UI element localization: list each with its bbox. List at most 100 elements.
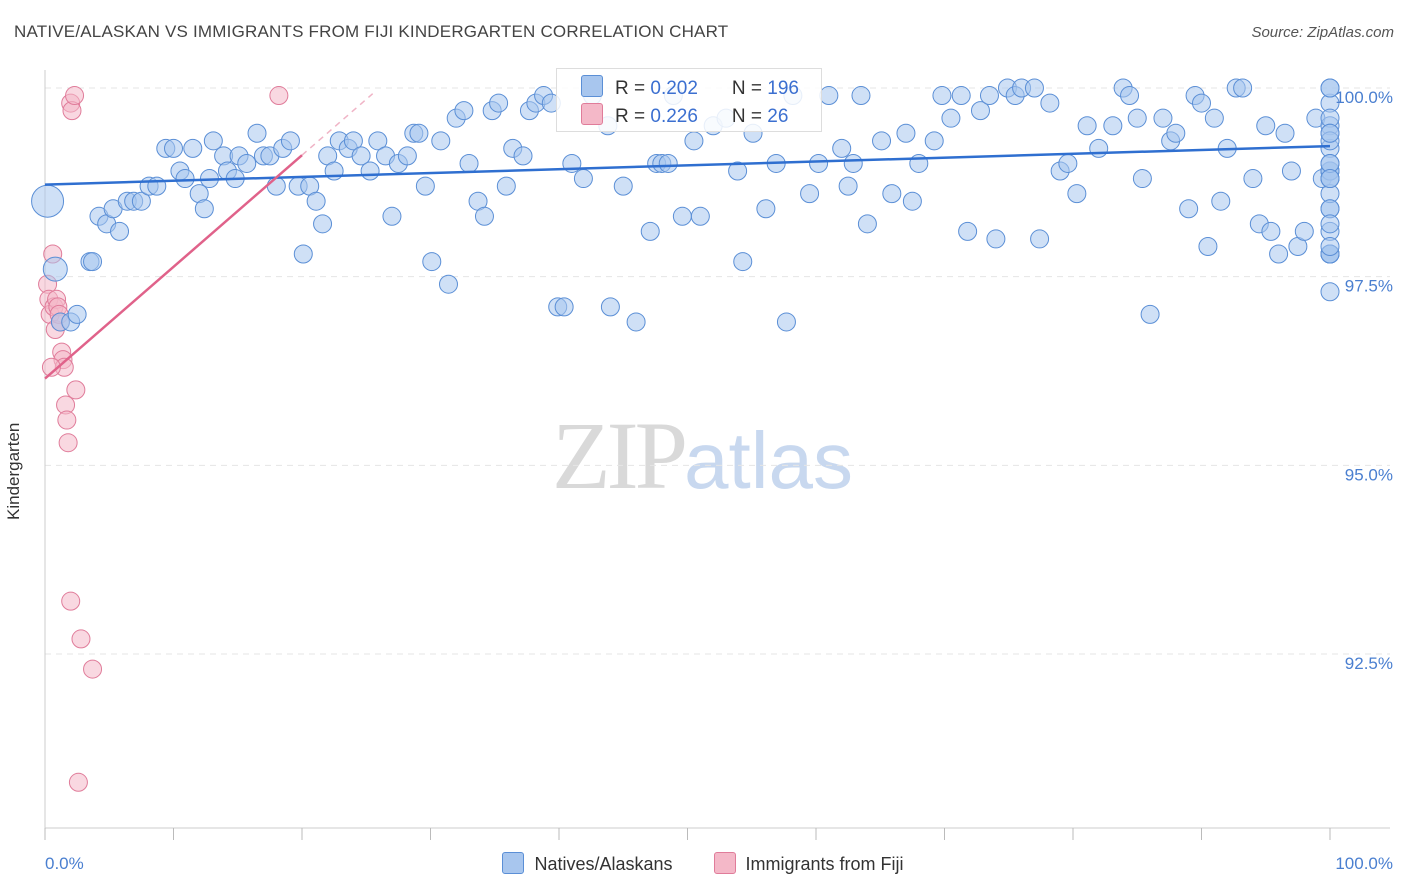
native-point	[672, 206, 692, 226]
axes	[44, 70, 1390, 829]
native-point	[110, 221, 130, 241]
native-point	[1089, 138, 1109, 158]
native-point	[1269, 244, 1289, 264]
native-point	[438, 274, 458, 294]
native-point	[397, 146, 417, 166]
fiji-point	[57, 410, 77, 430]
native-point	[838, 176, 858, 196]
native-point	[1243, 169, 1263, 189]
native-point	[266, 176, 286, 196]
native-point	[800, 184, 820, 204]
native-point	[819, 86, 839, 106]
native-point	[1204, 108, 1224, 128]
native-point	[733, 252, 753, 272]
native-point	[42, 256, 68, 282]
x-ticks	[44, 828, 1331, 840]
native-point	[351, 146, 371, 166]
native-point	[313, 214, 333, 234]
native-point	[1120, 86, 1140, 106]
native-point	[194, 199, 214, 219]
fiji-swatch	[581, 103, 603, 125]
native-point	[1030, 229, 1050, 249]
native-point	[1192, 93, 1211, 113]
natives-n-value: 196	[767, 78, 799, 99]
native-point	[1275, 123, 1295, 143]
native-point	[941, 108, 961, 128]
native-point	[843, 153, 863, 173]
native-point	[626, 312, 646, 332]
native-point	[979, 86, 999, 106]
native-point	[1040, 93, 1060, 113]
native-point	[164, 138, 183, 158]
x-tick-label-min: 0.0%	[45, 854, 84, 873]
native-point	[1256, 116, 1276, 136]
native-point	[203, 131, 223, 151]
fiji-point	[68, 772, 88, 792]
native-point	[1103, 116, 1123, 136]
natives-swatch	[581, 75, 603, 97]
fiji-point	[269, 86, 289, 106]
native-point	[1211, 191, 1231, 211]
native-point	[1198, 236, 1218, 256]
native-point	[183, 138, 203, 158]
fiji-point	[66, 380, 86, 400]
native-point	[932, 86, 952, 106]
native-point	[459, 153, 479, 173]
native-point	[1166, 123, 1186, 143]
native-point	[1132, 169, 1152, 189]
y-axis-label: Kindergarten	[4, 422, 23, 520]
native-point	[131, 191, 151, 211]
native-point	[756, 199, 776, 219]
watermark: ZIPatlas	[552, 400, 853, 511]
native-point	[409, 123, 429, 143]
legend-item-natives[interactable]: Natives/Alaskans	[502, 852, 673, 875]
legend-swatch-natives	[502, 852, 525, 874]
native-point	[1294, 221, 1314, 241]
stats-row-natives: R = 0.202 N = 196	[581, 75, 799, 99]
fiji-point	[61, 591, 81, 611]
natives-r-value: 0.202	[650, 78, 698, 99]
fiji-point	[71, 629, 91, 649]
fiji-r-value: 0.226	[650, 106, 698, 127]
native-point	[489, 93, 509, 113]
native-point	[1320, 123, 1340, 143]
native-point	[83, 252, 103, 272]
fiji-point	[83, 659, 103, 679]
source-label: Source: ZipAtlas.com	[1251, 24, 1394, 41]
native-point	[280, 131, 300, 151]
native-point	[513, 146, 533, 166]
native-point	[851, 86, 871, 106]
native-point	[1153, 108, 1173, 128]
native-point	[1281, 161, 1301, 181]
native-point	[147, 176, 167, 196]
native-point	[902, 191, 922, 211]
native-point	[306, 191, 326, 211]
fiji-r-label: R =	[615, 106, 651, 127]
native-point	[1140, 304, 1160, 324]
native-point	[360, 161, 380, 181]
watermark-zip: ZIP	[552, 402, 688, 509]
legend-label-fiji: Immigrants from Fiji	[745, 854, 904, 874]
legend-label-natives: Natives/Alaskans	[534, 854, 673, 874]
native-point	[368, 131, 388, 151]
native-point	[573, 169, 593, 189]
native-point	[640, 221, 660, 241]
native-point	[1320, 169, 1340, 189]
native-point	[382, 206, 402, 226]
native-point	[958, 221, 978, 241]
legend-item-fiji[interactable]: Immigrants from Fiji	[713, 852, 904, 875]
native-point	[1077, 116, 1097, 136]
natives-r-label: R =	[615, 78, 651, 99]
y-tick-label: 92.5%	[1345, 654, 1393, 673]
native-point	[1320, 78, 1340, 98]
native-point	[1320, 236, 1340, 256]
fiji-n-label: N =	[731, 106, 768, 127]
fiji-point	[65, 86, 85, 106]
native-point	[1058, 153, 1078, 173]
native-point	[970, 101, 990, 121]
native-point	[1127, 108, 1147, 128]
native-point	[474, 206, 494, 226]
y-tick-label: 97.5%	[1345, 277, 1393, 296]
native-point	[690, 206, 710, 226]
